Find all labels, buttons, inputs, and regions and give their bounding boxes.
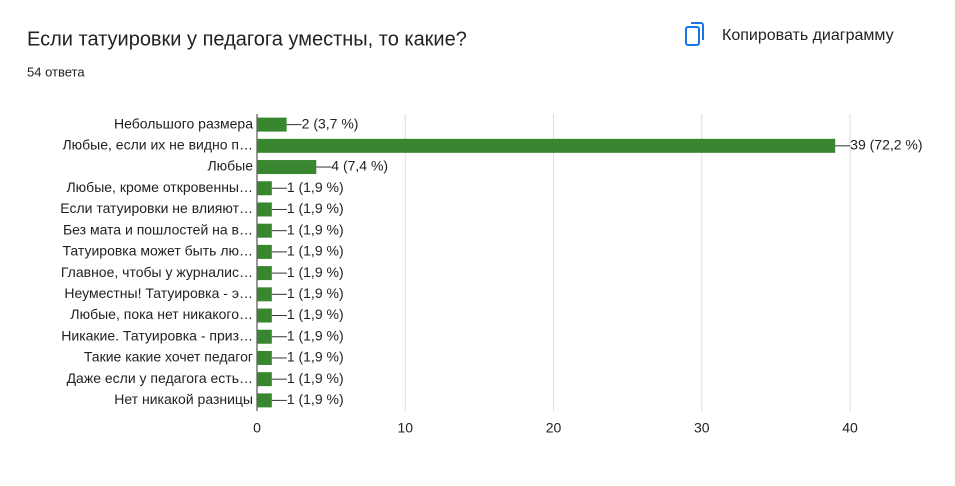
value-label: 1 (1,9 %): [287, 349, 344, 365]
bar: [257, 372, 272, 387]
bar: [257, 244, 272, 259]
bar: [257, 393, 272, 408]
value-label: 1 (1,9 %): [287, 264, 344, 280]
x-tick-label: 10: [397, 420, 413, 436]
bar: [257, 160, 317, 175]
x-tick-label: 0: [253, 420, 261, 436]
y-tick-label: Главное, чтобы у журналис…: [61, 264, 253, 280]
x-tick-label: 20: [546, 420, 562, 436]
value-label: 2 (3,7 %): [302, 115, 359, 131]
value-label: 1 (1,9 %): [287, 370, 344, 386]
copy-button-label[interactable]: Копировать диаграмму: [722, 27, 894, 44]
y-tick-label: Татуировка может быть лю…: [63, 243, 254, 259]
y-tick-label: Любые, пока нет никакого…: [70, 306, 253, 322]
value-label: 1 (1,9 %): [287, 200, 344, 216]
copy-icon: [685, 26, 700, 46]
chart-title: Если татуировки у педагога уместны, то к…: [27, 28, 467, 50]
bar: [257, 329, 272, 344]
y-tick-label: Любые, кроме откровенны…: [66, 179, 253, 195]
x-tick-label: 40: [842, 420, 858, 436]
value-label: 1 (1,9 %): [287, 179, 344, 195]
bar: [257, 350, 272, 365]
y-tick-label: Такие какие хочет педагог: [84, 349, 253, 365]
copy-icon: [691, 22, 704, 40]
y-tick-label: Небольшого размера: [114, 115, 253, 131]
copy-button[interactable]: Копировать диаграмму: [685, 22, 894, 46]
value-label: 1 (1,9 %): [287, 243, 344, 259]
value-label: 1 (1,9 %): [287, 327, 344, 343]
y-tick-label: Без мата и пошлостей на в…: [63, 221, 253, 237]
y-tick-label: Неуместны! Татуировка - э…: [64, 285, 253, 301]
bar: [257, 138, 836, 153]
value-label: 1 (1,9 %): [287, 221, 344, 237]
subtitle: 54 ответа: [27, 64, 85, 79]
bar: [257, 181, 272, 196]
value-label: 39 (72,2 %): [850, 137, 922, 153]
bar: [257, 117, 287, 132]
y-tick-label: Если татуировки не влияют…: [60, 200, 253, 216]
x-tick-label: 30: [694, 420, 710, 436]
bar: [257, 308, 272, 323]
bar: [257, 202, 272, 217]
y-tick-label: Любые: [207, 158, 253, 174]
bar: [257, 266, 272, 281]
value-label: 1 (1,9 %): [287, 285, 344, 301]
bar: [257, 223, 272, 238]
value-label: 1 (1,9 %): [287, 306, 344, 322]
y-tick-label: Нет никакой разницы: [114, 391, 253, 407]
y-tick-label: Никакие. Татуировка - приз…: [61, 327, 253, 343]
bar: [257, 287, 272, 302]
y-tick-label: Любые, если их не видно п…: [62, 137, 253, 153]
y-tick-label: Даже если у педагога есть…: [67, 370, 253, 386]
value-label: 1 (1,9 %): [287, 391, 344, 407]
value-label: 4 (7,4 %): [331, 158, 388, 174]
